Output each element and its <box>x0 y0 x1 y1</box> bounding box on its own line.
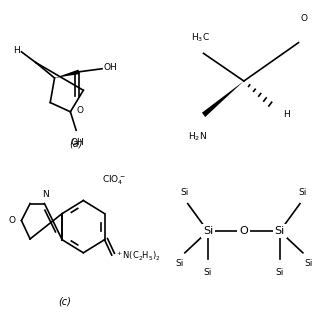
Text: H: H <box>13 46 20 55</box>
Text: H$_2$N: H$_2$N <box>188 130 207 143</box>
Text: Si: Si <box>204 268 212 277</box>
Text: Si: Si <box>276 268 284 277</box>
Polygon shape <box>202 81 244 117</box>
Text: Si: Si <box>275 226 285 236</box>
Text: ClO$_4^-$: ClO$_4^-$ <box>102 174 126 187</box>
Text: Si: Si <box>299 188 307 197</box>
Text: Si: Si <box>181 188 189 197</box>
Text: O: O <box>239 226 248 236</box>
Text: Si: Si <box>203 226 213 236</box>
Text: O: O <box>9 216 16 225</box>
Text: Si: Si <box>304 259 313 268</box>
Text: H: H <box>283 110 290 119</box>
Text: OH: OH <box>103 63 117 72</box>
Text: N: N <box>43 190 49 199</box>
Text: (a): (a) <box>69 139 83 149</box>
Polygon shape <box>54 69 79 78</box>
Text: (c): (c) <box>58 297 71 307</box>
Text: Si: Si <box>175 259 183 268</box>
Text: O: O <box>77 106 84 115</box>
Text: H$_3$C: H$_3$C <box>191 32 210 44</box>
Text: O: O <box>301 14 308 23</box>
Text: OH: OH <box>71 138 84 147</box>
Text: $^+$N(C$_2$H$_5$)$_2$: $^+$N(C$_2$H$_5$)$_2$ <box>115 250 160 263</box>
